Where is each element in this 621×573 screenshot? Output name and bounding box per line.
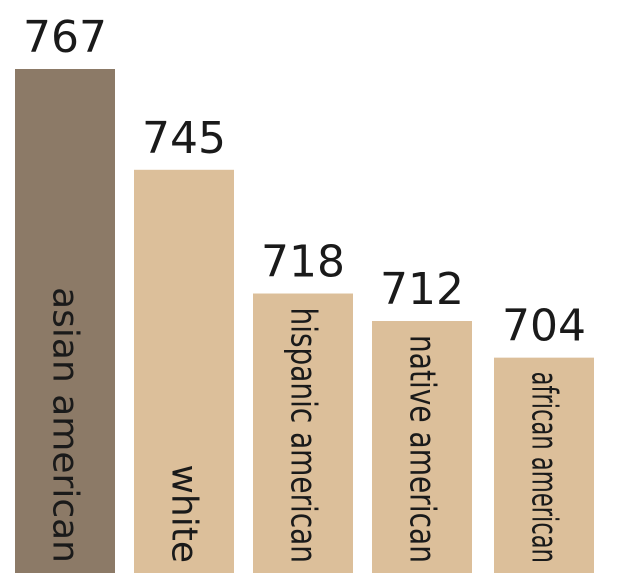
value-label-native-american: 712 (380, 264, 464, 315)
bar-native-american (372, 321, 472, 573)
value-label-asian-american: 767 (23, 12, 107, 63)
bar-hispanic-american (253, 293, 353, 573)
bar-white (134, 169, 234, 573)
category-label-hispanic-american: hispanic american (283, 308, 324, 563)
category-labels-group: asian american white hispanic american nati… (45, 287, 565, 563)
category-label-african-american: african american (524, 372, 565, 563)
category-label-native-american: native american (402, 335, 443, 563)
category-label-white: white (164, 464, 205, 563)
bar-asian-american (15, 69, 115, 573)
bar-african-american (494, 357, 594, 573)
value-label-african-american: 704 (502, 301, 586, 352)
bars-group (15, 69, 594, 573)
value-label-hispanic-american: 718 (261, 237, 345, 288)
value-labels-group: 767 745 718 712 704 (23, 12, 586, 352)
category-label-asian-american: asian american (45, 287, 86, 563)
value-label-white: 745 (142, 113, 226, 164)
